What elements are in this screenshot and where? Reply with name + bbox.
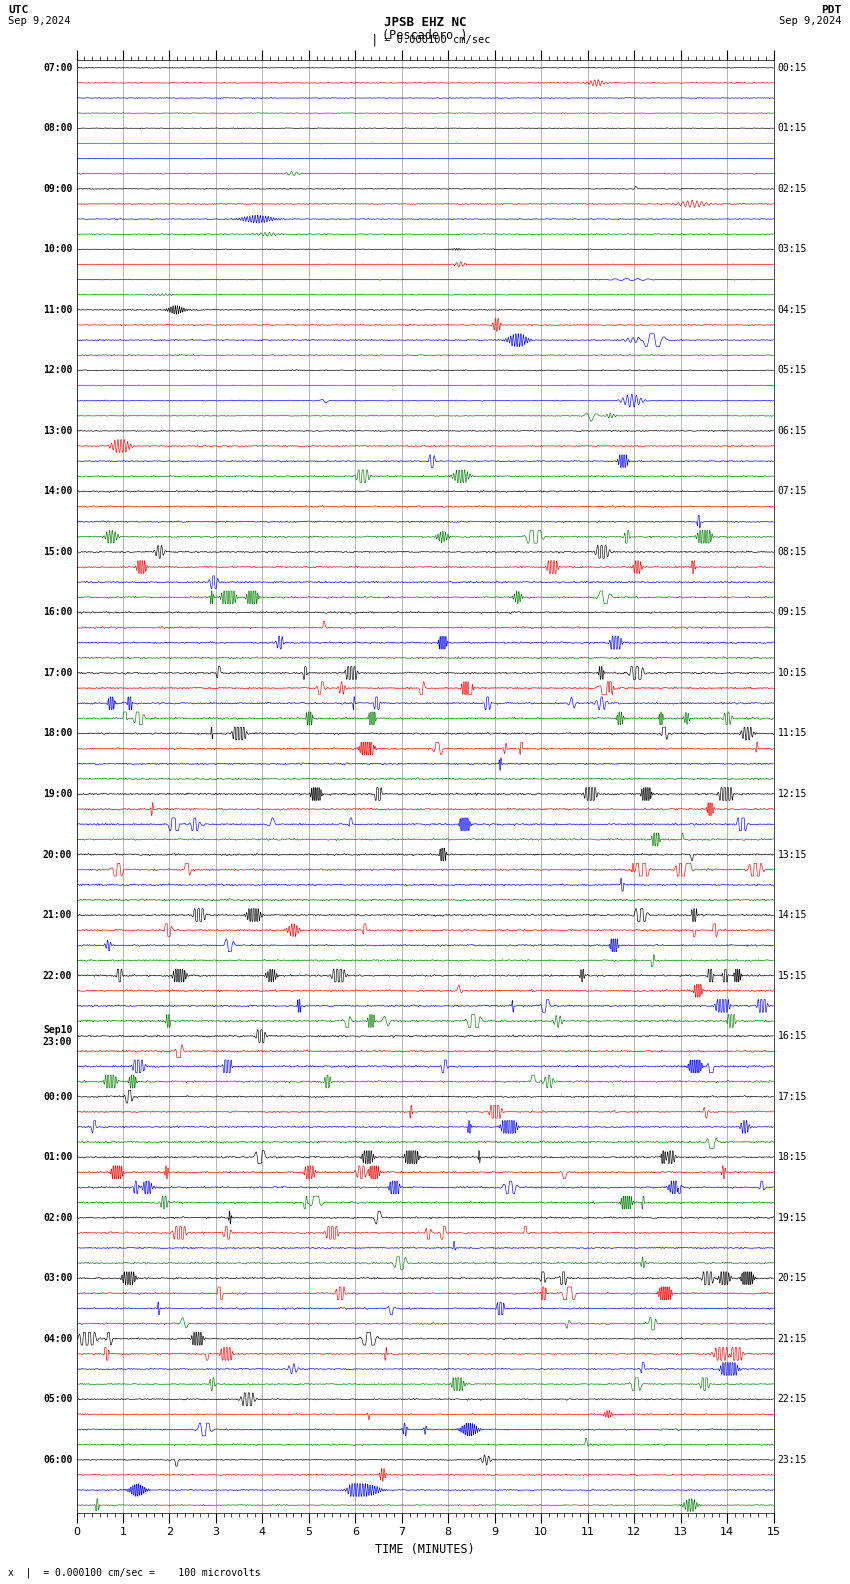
Text: 21:15: 21:15 [778,1334,807,1343]
Text: 14:00: 14:00 [42,486,72,496]
Text: 22:15: 22:15 [778,1394,807,1405]
Text: 23:15: 23:15 [778,1454,807,1465]
Text: 15:00: 15:00 [42,546,72,558]
Text: 03:00: 03:00 [42,1274,72,1283]
Text: 19:00: 19:00 [42,789,72,798]
Text: 17:00: 17:00 [42,668,72,678]
Text: 00:00: 00:00 [42,1091,72,1101]
Text: 12:15: 12:15 [778,789,807,798]
Text: JPSB EHZ NC: JPSB EHZ NC [383,16,467,29]
Text: 04:15: 04:15 [778,304,807,315]
Text: 10:00: 10:00 [42,244,72,255]
Text: 16:15: 16:15 [778,1031,807,1041]
Text: 19:15: 19:15 [778,1213,807,1223]
Text: 06:00: 06:00 [42,1454,72,1465]
Text: 05:00: 05:00 [42,1394,72,1405]
Text: 05:15: 05:15 [778,366,807,375]
Text: 21:00: 21:00 [42,911,72,920]
Text: 01:15: 01:15 [778,124,807,133]
Text: 17:15: 17:15 [778,1091,807,1101]
Text: UTC: UTC [8,5,29,14]
Text: 14:15: 14:15 [778,911,807,920]
Text: 11:00: 11:00 [42,304,72,315]
Text: 16:00: 16:00 [42,607,72,618]
Text: 15:15: 15:15 [778,971,807,980]
Text: Sep 9,2024: Sep 9,2024 [779,16,842,25]
Text: 09:15: 09:15 [778,607,807,618]
Text: 09:00: 09:00 [42,184,72,193]
Text: x  |  = 0.000100 cm/sec =    100 microvolts: x | = 0.000100 cm/sec = 100 microvolts [8,1567,261,1578]
Text: 12:00: 12:00 [42,366,72,375]
Text: 18:00: 18:00 [42,729,72,738]
Text: PDT: PDT [821,5,842,14]
Text: 11:15: 11:15 [778,729,807,738]
Text: 07:15: 07:15 [778,486,807,496]
Text: 00:15: 00:15 [778,63,807,73]
Text: 10:15: 10:15 [778,668,807,678]
Text: |: | [371,33,377,46]
Text: 06:15: 06:15 [778,426,807,436]
Text: 20:15: 20:15 [778,1274,807,1283]
Text: 08:00: 08:00 [42,124,72,133]
Text: 03:15: 03:15 [778,244,807,255]
Text: 18:15: 18:15 [778,1152,807,1163]
Text: 02:00: 02:00 [42,1213,72,1223]
Text: 20:00: 20:00 [42,849,72,860]
Text: Sep 9,2024: Sep 9,2024 [8,16,71,25]
Text: 07:00: 07:00 [42,63,72,73]
Text: = 0.000100 cm/sec: = 0.000100 cm/sec [378,35,490,44]
Text: 02:15: 02:15 [778,184,807,193]
Text: 04:00: 04:00 [42,1334,72,1343]
Text: 13:00: 13:00 [42,426,72,436]
X-axis label: TIME (MINUTES): TIME (MINUTES) [375,1543,475,1555]
Text: (Pescadero ): (Pescadero ) [382,29,468,41]
Text: 01:00: 01:00 [42,1152,72,1163]
Text: 13:15: 13:15 [778,849,807,860]
Text: 08:15: 08:15 [778,546,807,558]
Text: 22:00: 22:00 [42,971,72,980]
Text: Sep10
23:00: Sep10 23:00 [42,1025,72,1047]
